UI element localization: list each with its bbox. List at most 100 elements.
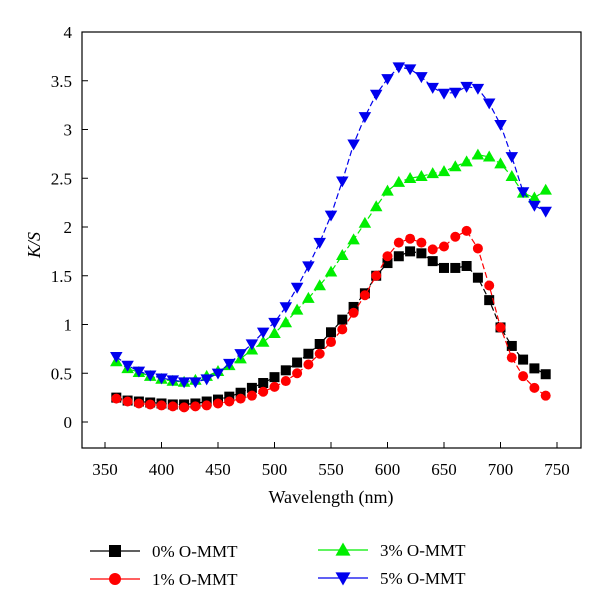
data-point	[303, 359, 314, 370]
data-point	[223, 358, 236, 370]
y-tick-label: 0.5	[51, 364, 72, 383]
data-point	[177, 377, 191, 389]
data-point	[449, 160, 462, 172]
data-point	[268, 327, 281, 338]
data-point	[358, 216, 372, 228]
data-point	[529, 363, 540, 374]
data-point	[460, 81, 473, 93]
data-point	[246, 382, 257, 393]
data-point	[529, 382, 540, 393]
y-tick-label: 2	[64, 218, 73, 237]
data-point	[256, 327, 270, 339]
data-point	[426, 82, 439, 94]
data-point	[347, 139, 360, 151]
data-point	[494, 157, 507, 169]
data-point	[279, 302, 293, 314]
legend-label: 1% O-MMT	[152, 570, 238, 589]
data-point	[279, 316, 293, 328]
data-point	[494, 119, 507, 131]
data-point	[437, 88, 451, 100]
data-point	[348, 301, 359, 312]
data-point	[336, 249, 349, 260]
data-point	[516, 187, 530, 199]
data-point	[280, 365, 291, 376]
data-point	[246, 390, 257, 401]
data-point	[505, 170, 519, 181]
data-point	[449, 87, 462, 99]
data-point	[292, 357, 303, 368]
data-point	[518, 354, 529, 365]
data-point	[403, 64, 417, 76]
data-point	[416, 237, 427, 248]
data-point	[506, 352, 517, 363]
data-point	[347, 233, 360, 245]
data-point	[482, 98, 496, 110]
data-point	[326, 337, 336, 348]
data-point	[381, 74, 394, 86]
data-point	[427, 256, 438, 267]
data-point	[166, 375, 180, 387]
legend-marker	[335, 542, 351, 556]
data-point	[111, 393, 122, 404]
data-point	[382, 258, 393, 269]
legend-item: 5% O-MMT	[318, 569, 466, 588]
legend-marker	[109, 573, 121, 585]
data-point	[505, 152, 519, 164]
data-point	[155, 373, 168, 385]
data-point	[540, 369, 551, 380]
data-point	[132, 366, 146, 378]
data-point	[292, 368, 303, 379]
y-tick-label: 0	[64, 413, 73, 432]
x-tick-label: 350	[92, 460, 118, 479]
data-point	[369, 89, 383, 101]
data-point	[290, 282, 304, 294]
data-point	[484, 295, 495, 306]
y-tick-label: 3.5	[51, 72, 72, 91]
data-point	[405, 233, 416, 244]
data-point	[256, 335, 270, 347]
data-point	[495, 322, 506, 333]
data-point	[269, 372, 280, 383]
data-point	[506, 340, 517, 351]
data-point	[235, 387, 246, 398]
data-point	[415, 170, 428, 181]
x-tick-label: 700	[488, 460, 514, 479]
data-point	[211, 368, 225, 380]
data-point	[539, 183, 552, 195]
data-point	[518, 371, 529, 382]
data-point	[258, 386, 269, 397]
data-point	[224, 396, 235, 407]
data-point	[121, 360, 134, 372]
data-point	[358, 112, 372, 124]
data-point	[369, 200, 383, 212]
data-point	[471, 148, 485, 160]
plot-frame-layer	[81, 31, 582, 449]
data-point	[145, 399, 156, 410]
data-point	[405, 246, 416, 257]
data-point	[393, 251, 404, 262]
data-point	[324, 210, 338, 222]
x-tick-label: 650	[431, 460, 457, 479]
data-point	[528, 191, 541, 203]
data-point	[201, 400, 212, 411]
x-tick-label: 450	[205, 460, 231, 479]
y-tick-label: 1	[64, 316, 73, 335]
legend-label: 5% O-MMT	[380, 569, 466, 588]
legend: 0% O-MMT 1% O-MMT 3% O-MMT 5% O-MMT	[90, 541, 466, 589]
data-point	[303, 348, 314, 359]
x-tick-label: 500	[262, 460, 288, 479]
data-point	[381, 184, 394, 196]
data-point	[426, 167, 439, 179]
data-point	[471, 83, 485, 95]
data-point	[528, 200, 541, 212]
x-tick-label: 550	[318, 460, 344, 479]
data-point	[337, 314, 348, 325]
data-point	[460, 155, 473, 167]
data-point	[392, 175, 406, 187]
data-point	[392, 62, 406, 74]
legend-item: 3% O-MMT	[318, 541, 466, 560]
y-tick-label: 2.5	[51, 169, 72, 188]
data-point	[245, 339, 259, 351]
data-point	[190, 401, 201, 412]
